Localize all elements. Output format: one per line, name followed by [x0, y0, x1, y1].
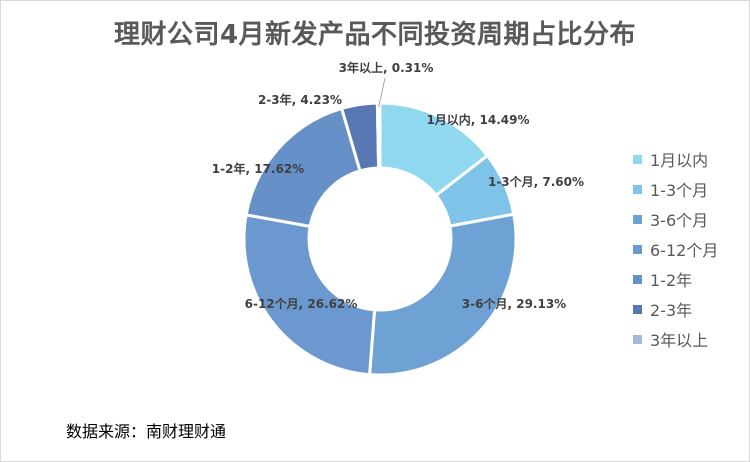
legend-item-3: 3-6个月 [633, 208, 718, 238]
legend-label: 2-3年 [650, 301, 693, 320]
legend-label: 6-12个月 [650, 241, 719, 260]
chart-title: 理财公司4月新发产品不同投资周期占比分布 [113, 20, 637, 50]
slice-data-label-2: 1-3个月, 7.60% [488, 174, 584, 189]
legend-swatch [633, 305, 642, 314]
legend-item-2: 1-3个月 [633, 178, 718, 208]
leader-line [378, 77, 386, 108]
legend-swatch [633, 335, 642, 344]
legend-swatch [633, 275, 642, 284]
legend-label: 1-3个月 [650, 181, 709, 200]
donut-slice-3 [367, 212, 518, 377]
legend-swatch [633, 215, 642, 224]
legend-swatch [633, 245, 642, 254]
data-source-note: 数据来源：南财理财通 [66, 422, 227, 441]
chart-legend: 1月以内 1-3个月 3-6个月 6-12个月 1-2年 2-3年 3年以上 [633, 148, 718, 358]
donut-slice-7 [375, 101, 382, 170]
slice-data-label-5: 1-2年, 17.62% [212, 161, 304, 176]
legend-item-1: 1月以内 [633, 148, 718, 178]
slice-data-label-4: 6-12个月, 26.62% [245, 296, 358, 311]
legend-label: 3年以上 [650, 331, 709, 350]
slice-data-label-3: 3-6个月, 29.13% [462, 296, 566, 311]
legend-item-6: 2-3年 [633, 298, 718, 328]
legend-label: 3-6个月 [650, 211, 709, 230]
legend-item-7: 3年以上 [633, 328, 718, 358]
slice-data-label-1: 1月以内, 14.49% [426, 112, 529, 127]
donut-slice-4 [242, 213, 377, 377]
legend-item-4: 6-12个月 [633, 238, 718, 268]
legend-swatch [633, 155, 642, 164]
legend-swatch [633, 185, 642, 194]
slice-data-label-6: 2-3年, 4.23% [258, 92, 342, 107]
legend-label: 1-2年 [650, 271, 693, 290]
legend-label: 1月以内 [650, 151, 709, 170]
slice-data-label-7: 3年以上, 0.31% [339, 60, 434, 75]
legend-item-5: 1-2年 [633, 268, 718, 298]
